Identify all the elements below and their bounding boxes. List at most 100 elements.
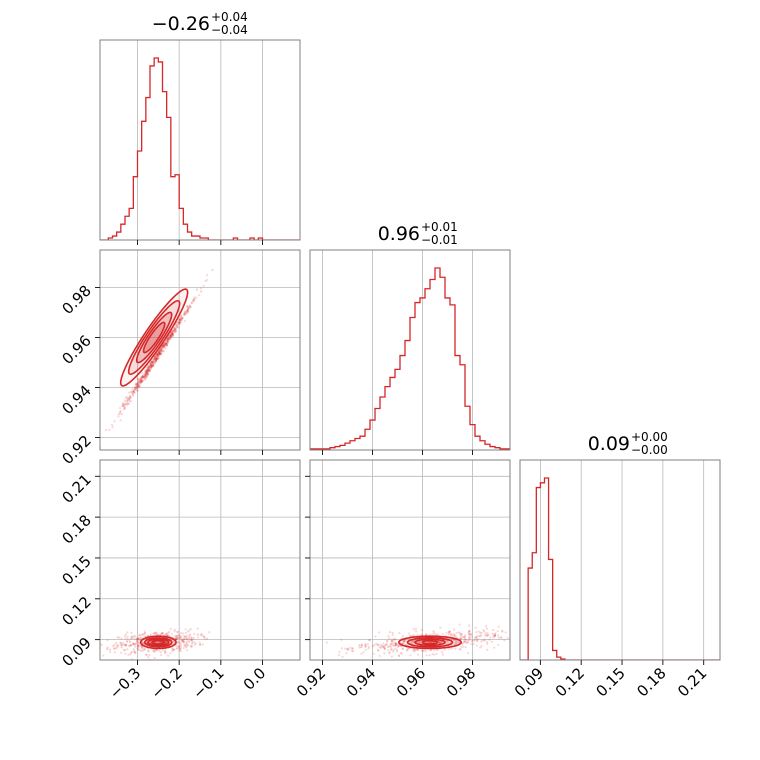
scatter-point xyxy=(157,351,161,354)
scatter-point xyxy=(131,392,135,396)
scatter-point xyxy=(176,325,179,328)
scatter-point xyxy=(160,347,163,350)
scatter-point xyxy=(478,635,482,638)
scatter-point xyxy=(132,389,135,392)
scatter-point xyxy=(461,635,465,639)
scatter-point xyxy=(128,396,131,399)
scatter-point xyxy=(176,321,179,324)
scatter-point xyxy=(497,643,500,647)
scatter-point xyxy=(120,412,124,416)
scatter-point xyxy=(171,333,174,336)
scatter-point xyxy=(185,642,188,646)
scatter-point xyxy=(351,647,354,650)
scatter-point xyxy=(493,633,497,636)
scatter-point xyxy=(185,645,188,648)
scatter-point xyxy=(149,362,152,365)
scatter-point xyxy=(325,641,328,644)
scatter-point xyxy=(397,644,400,647)
scatter-point xyxy=(143,648,147,651)
scatter-point xyxy=(166,337,169,340)
scatter-point xyxy=(147,366,150,369)
scatter-point xyxy=(443,648,446,651)
scatter-point xyxy=(124,644,127,647)
scatter-point xyxy=(130,644,133,647)
scatter-point xyxy=(468,629,471,633)
scatter-point xyxy=(196,633,199,636)
scatter-point xyxy=(160,351,163,355)
scatter-point xyxy=(135,383,138,386)
scatter-point xyxy=(156,352,159,355)
scatter-point xyxy=(181,639,184,642)
scatter-point xyxy=(418,641,421,644)
scatter-point xyxy=(484,632,487,635)
scatter-point xyxy=(148,367,151,370)
scatter-point xyxy=(203,635,206,639)
scatter-point xyxy=(184,635,187,638)
scatter-point xyxy=(147,368,150,372)
scatter-point xyxy=(390,647,393,651)
scatter-point xyxy=(147,368,150,371)
scatter-point xyxy=(124,644,127,647)
scatter-point xyxy=(112,645,115,648)
scatter-point xyxy=(199,634,202,637)
scatter-point xyxy=(125,640,128,643)
scatter-point xyxy=(486,648,489,651)
scatter-point xyxy=(382,642,385,645)
scatter-point xyxy=(147,368,150,371)
scatter-point xyxy=(466,641,469,644)
scatter-point xyxy=(393,644,396,647)
scatter-point xyxy=(158,352,162,355)
scatter-point xyxy=(136,383,140,386)
grid-lines xyxy=(310,460,510,660)
scatter-point xyxy=(158,352,161,355)
scatter-point xyxy=(155,356,158,359)
scatter-point xyxy=(140,379,143,382)
scatter-point xyxy=(420,640,423,643)
scatter-point xyxy=(439,640,443,643)
histogram-step-line xyxy=(310,267,510,450)
scatter-point xyxy=(352,650,355,653)
scatter-point xyxy=(134,635,137,638)
scatter-point xyxy=(198,643,202,647)
scatter-point xyxy=(164,343,168,346)
scatter-point xyxy=(128,639,131,642)
scatter-point xyxy=(402,647,405,650)
scatter-point xyxy=(186,309,190,312)
scatter-point xyxy=(469,633,473,636)
scatter-point xyxy=(186,304,189,308)
scatter-point xyxy=(420,633,423,636)
scatter-point xyxy=(179,321,182,324)
scatter-point xyxy=(364,645,367,648)
scatter-point xyxy=(143,374,147,378)
scatter-point xyxy=(435,649,439,652)
scatter-point xyxy=(390,648,393,651)
scatter-point xyxy=(152,364,155,367)
scatter-point xyxy=(138,637,141,640)
scatter-point xyxy=(136,382,139,385)
title-minus-error: −0.01 xyxy=(421,233,458,247)
scatter-point xyxy=(393,637,396,640)
scatter-point xyxy=(147,649,150,652)
scatter-point xyxy=(135,637,138,640)
scatter-point xyxy=(159,353,163,356)
x-tick-label: 0.92 xyxy=(293,664,329,700)
scatter-point xyxy=(418,640,422,644)
scatter-point xyxy=(497,625,500,628)
scatter-point xyxy=(113,651,116,654)
scatter-point xyxy=(164,651,167,654)
scatter-point xyxy=(449,633,452,637)
scatter-point xyxy=(158,353,161,356)
scatter-point xyxy=(102,654,105,657)
scatter-point xyxy=(160,352,163,356)
scatter-point xyxy=(167,338,170,341)
scatter-point xyxy=(202,284,205,287)
scatter-point xyxy=(143,376,146,379)
scatter-point xyxy=(170,336,173,339)
scatter-point xyxy=(168,630,171,633)
scatter-point xyxy=(416,633,419,637)
scatter-point xyxy=(176,630,179,634)
scatter-point xyxy=(386,640,389,643)
scatter-point xyxy=(148,362,152,365)
scatter-point xyxy=(147,364,150,367)
scatter-point xyxy=(157,351,161,355)
